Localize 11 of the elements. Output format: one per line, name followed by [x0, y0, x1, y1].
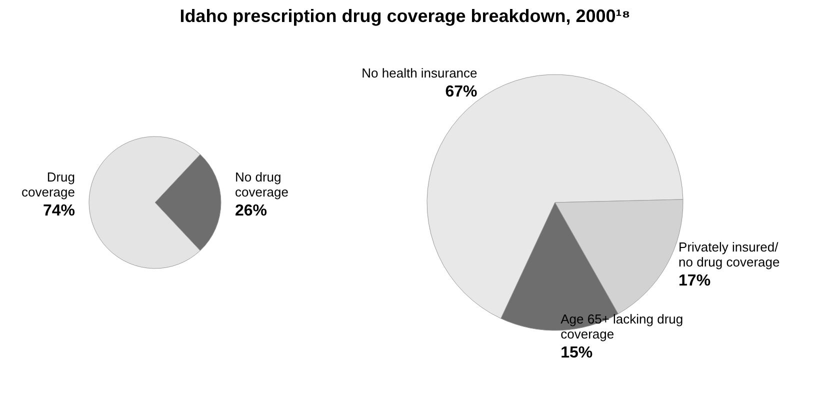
slice-label: Age 65+ lacking drug coverage: [560, 311, 684, 342]
data-label: 15%: [560, 344, 593, 362]
text: Idaho prescription drug coverage breakdown, 2000¹⁸: [180, 6, 630, 26]
slice-label: No health insurance: [362, 66, 478, 81]
data-label: 17%: [678, 272, 711, 290]
data-label: 74%: [42, 202, 75, 220]
slice-label: Privately insured/ no drug coverage: [678, 240, 780, 270]
data-label: 26%: [235, 202, 268, 220]
slice-label: Drug coverage: [22, 170, 75, 200]
slice-label: No drug coverage: [235, 170, 288, 200]
data-label: 67%: [445, 84, 478, 101]
